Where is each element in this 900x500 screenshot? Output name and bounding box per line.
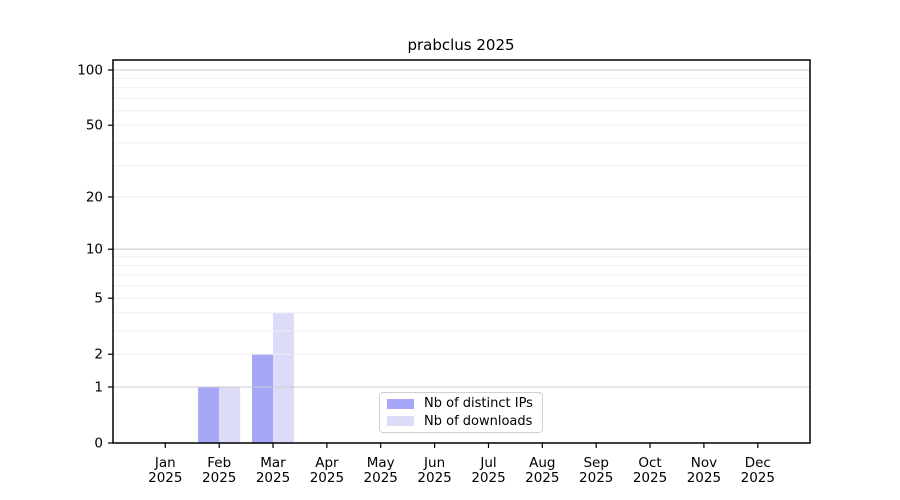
- grid-layer: [113, 69, 810, 388]
- y-tick-label: 1: [94, 380, 103, 396]
- bars-layer: [198, 312, 295, 443]
- x-tick-label-year: 2025: [256, 470, 290, 486]
- x-tick-label-year: 2025: [741, 470, 775, 486]
- x-tick-label-year: 2025: [633, 470, 667, 486]
- bar-distinct-ips-mar: [252, 354, 274, 443]
- x-tick-label-month: Oct: [638, 455, 661, 471]
- x-tick-label-month: Aug: [529, 455, 555, 471]
- x-tick-label-year: 2025: [148, 470, 182, 486]
- x-tick-label-month: Jun: [423, 455, 445, 471]
- legend: Nb of distinct IPs Nb of downloads: [379, 392, 543, 433]
- x-tick-label-month: Apr: [315, 455, 339, 471]
- x-tick-label-year: 2025: [525, 470, 559, 486]
- y-tick-label: 100: [77, 63, 103, 79]
- x-tick-label-year: 2025: [579, 470, 613, 486]
- x-tick-label-year: 2025: [687, 470, 721, 486]
- x-tick-label-year: 2025: [471, 470, 505, 486]
- y-tick-label: 5: [94, 291, 103, 307]
- chart-title: prabclus 2025: [407, 36, 514, 54]
- legend-item-downloads: Nb of downloads: [387, 414, 542, 429]
- legend-swatch-downloads: [387, 416, 414, 427]
- x-tick-label-month: Dec: [745, 455, 771, 471]
- x-tick-label-month: Jul: [479, 455, 496, 471]
- x-tick-label-month: Feb: [207, 455, 231, 471]
- x-tick-label-month: Nov: [691, 455, 717, 471]
- bar-downloads-feb: [219, 387, 241, 443]
- bar-downloads-mar: [273, 312, 295, 443]
- legend-item-distinct-ips: Nb of distinct IPs: [387, 396, 542, 411]
- x-tick-label-month: May: [367, 455, 395, 471]
- y-tick-label: 0: [94, 436, 103, 452]
- bar-distinct-ips-feb: [198, 387, 220, 443]
- legend-swatch-distinct-ips: [387, 398, 414, 409]
- plot-frame: [112, 59, 811, 444]
- x-tick-label-month: Jan: [154, 455, 176, 471]
- x-tick-label-year: 2025: [417, 470, 451, 486]
- x-tick-label-month: Sep: [583, 455, 608, 471]
- y-tick-label: 50: [86, 118, 103, 134]
- x-tick-label-year: 2025: [310, 470, 344, 486]
- x-tick-label-year: 2025: [202, 470, 236, 486]
- y-tick-label: 20: [86, 189, 103, 205]
- y-tick-label: 10: [86, 242, 103, 258]
- y-tick-label: 2: [94, 347, 103, 363]
- axes-layer: 0125102050100Jan2025Feb2025Mar2025Apr202…: [77, 59, 811, 486]
- x-tick-label-year: 2025: [364, 470, 398, 486]
- legend-label-downloads: Nb of downloads: [424, 413, 533, 429]
- x-tick-label-month: Mar: [260, 455, 286, 471]
- legend-label-distinct-ips: Nb of distinct IPs: [424, 396, 533, 412]
